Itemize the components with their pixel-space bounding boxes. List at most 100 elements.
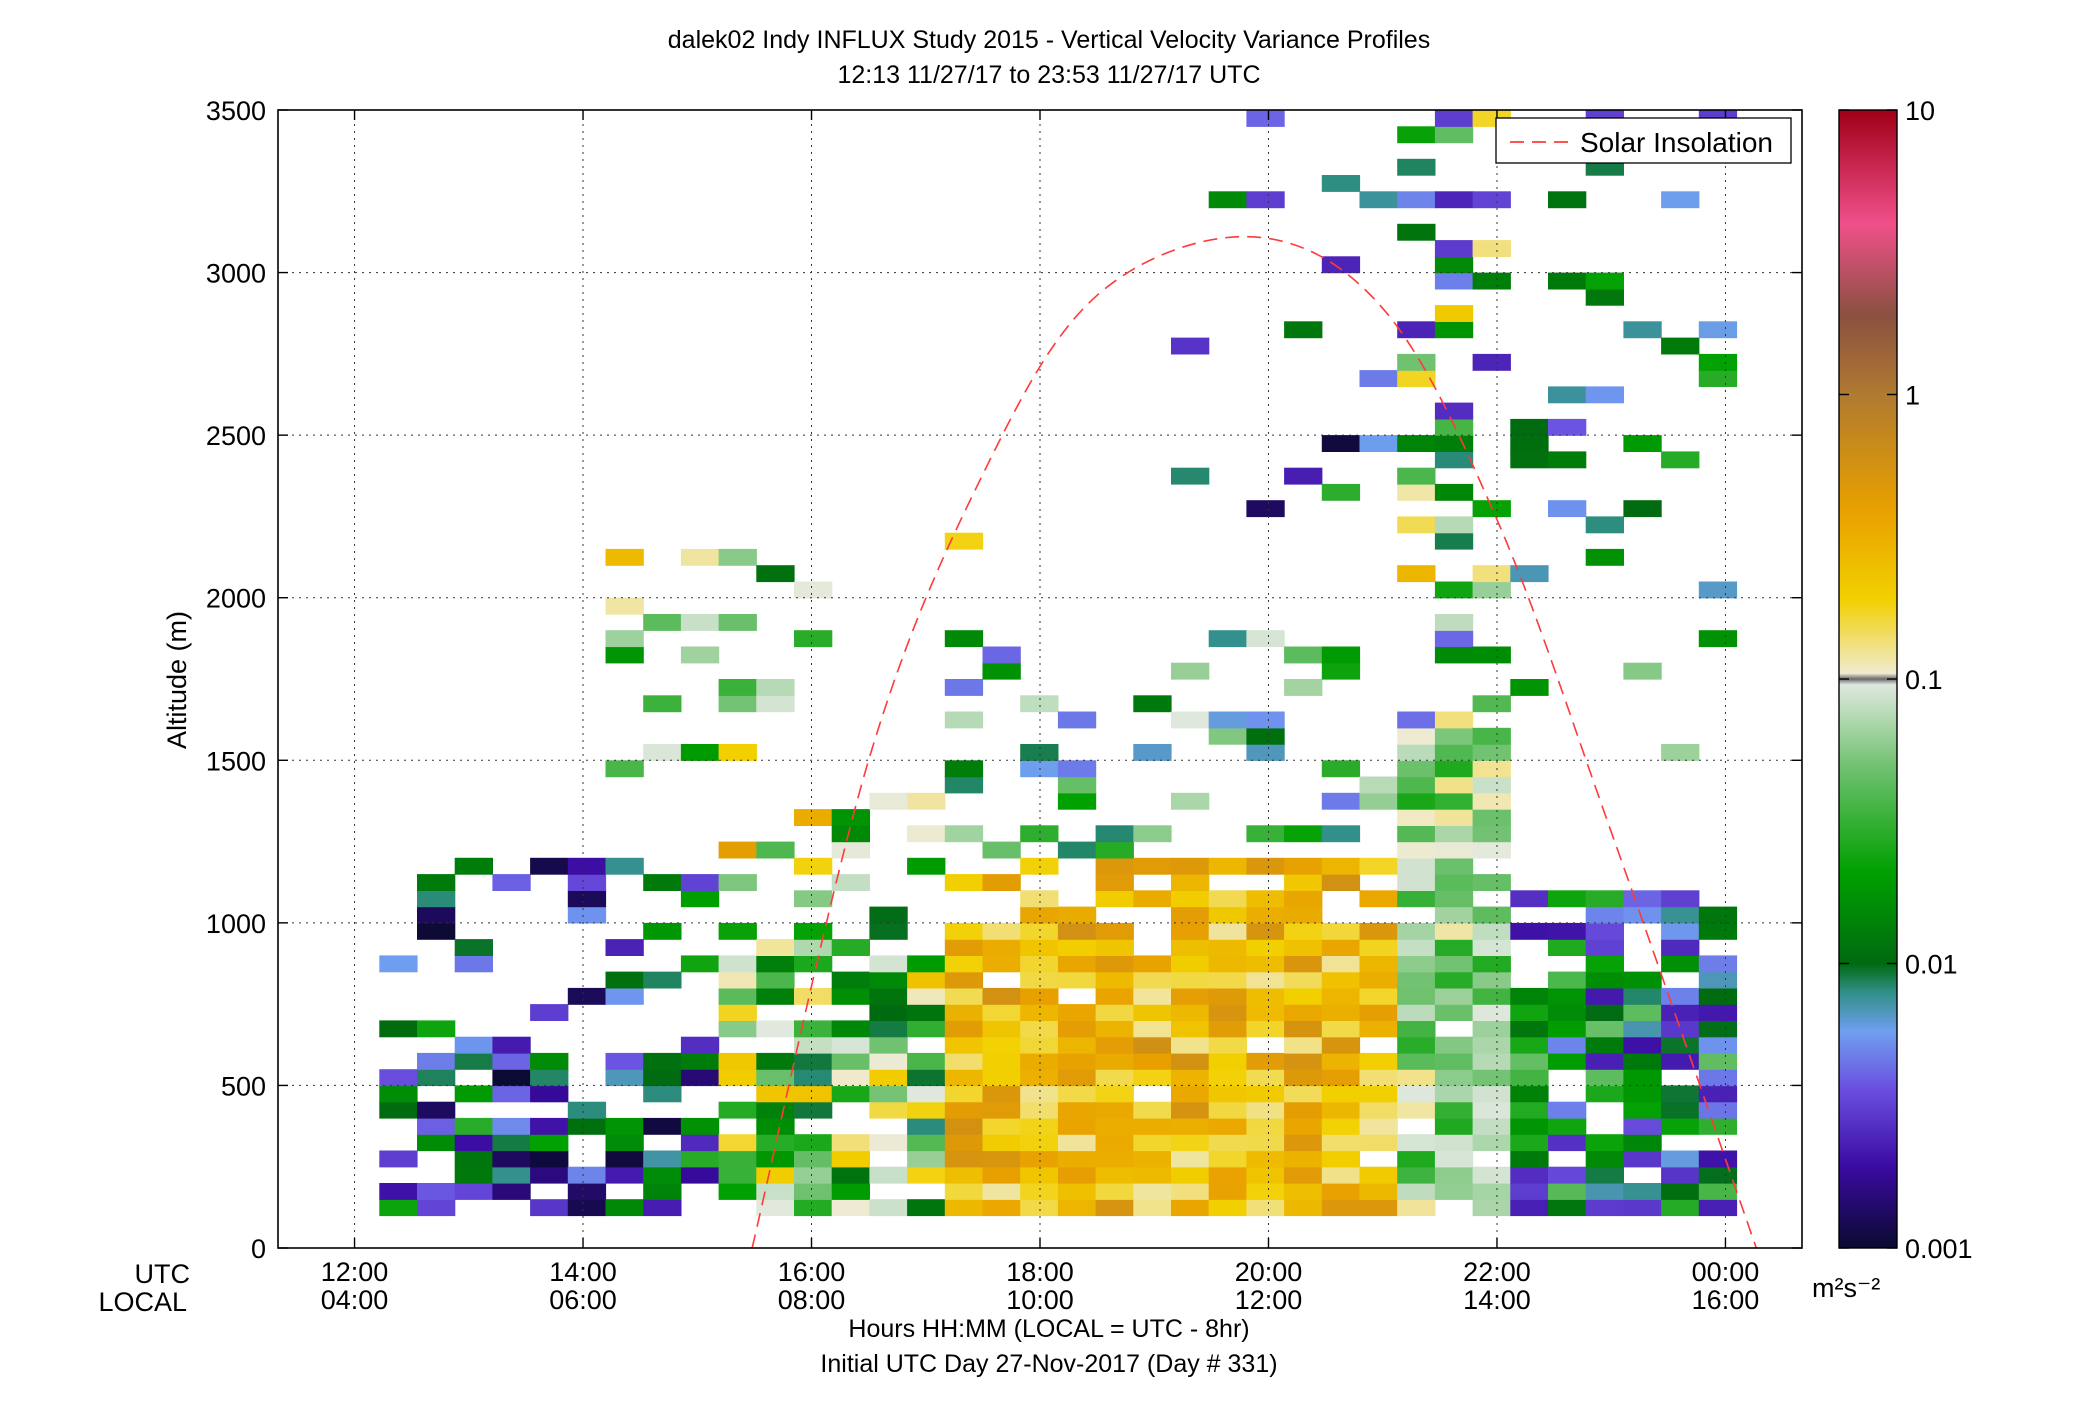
variance-cell xyxy=(944,1020,984,1038)
variance-cell xyxy=(1397,1085,1436,1103)
variance-cell xyxy=(1095,971,1134,989)
variance-cell xyxy=(1020,890,1059,908)
variance-cell xyxy=(417,1101,456,1119)
variance-cell xyxy=(869,1052,908,1070)
variance-cell xyxy=(1246,1004,1285,1021)
variance-cell xyxy=(1585,386,1624,404)
y-axis-label: Altitude (m) xyxy=(162,611,192,749)
variance-cell xyxy=(1246,857,1285,875)
y-tick-label: 3500 xyxy=(206,96,266,126)
variance-cell xyxy=(1548,1199,1587,1217)
variance-cell xyxy=(1510,418,1549,436)
variance-cell xyxy=(492,874,531,891)
variance-cell xyxy=(1698,1020,1738,1038)
variance-cell xyxy=(869,1004,908,1021)
variance-cell xyxy=(1472,760,1511,778)
variance-cell xyxy=(1434,1069,1474,1087)
variance-cell xyxy=(1434,857,1474,875)
variance-cell xyxy=(718,548,757,566)
variance-cell xyxy=(1284,1166,1323,1184)
variance-cell xyxy=(530,1166,569,1184)
variance-cell xyxy=(1321,1150,1361,1168)
variance-cell xyxy=(1133,825,1172,843)
variance-cell xyxy=(643,971,682,989)
variance-cell xyxy=(718,1134,757,1152)
variance-cell xyxy=(1359,971,1398,989)
variance-cell xyxy=(1510,1199,1549,1217)
variance-cell xyxy=(1661,191,1700,209)
variance-cell xyxy=(718,922,757,940)
x-axis-label: Hours HH:MM (LOCAL = UTC - 8hr) xyxy=(848,1315,1250,1343)
variance-cell xyxy=(718,1183,757,1200)
variance-cell xyxy=(1434,646,1474,664)
variance-cell xyxy=(1095,841,1134,859)
variance-cell xyxy=(417,1117,456,1135)
variance-cell xyxy=(831,1020,870,1038)
variance-cell xyxy=(831,874,870,891)
variance-cell xyxy=(1397,841,1436,859)
variance-cell xyxy=(1548,272,1587,290)
variance-cell xyxy=(1208,955,1247,973)
variance-cell xyxy=(567,1101,607,1119)
variance-cell xyxy=(756,1085,795,1103)
variance-cell xyxy=(1133,1199,1172,1217)
variance-cell xyxy=(1171,939,1210,956)
variance-cell xyxy=(1246,711,1285,729)
variance-cell xyxy=(1171,337,1210,355)
variance-cell xyxy=(1284,1150,1323,1168)
variance-cell xyxy=(1171,1199,1210,1217)
variance-cell xyxy=(794,581,833,599)
variance-cell xyxy=(1284,679,1323,696)
solar-insolation-curve xyxy=(751,235,1758,1248)
variance-cell xyxy=(1246,1020,1285,1038)
variance-cell xyxy=(1321,1166,1361,1184)
variance-cell xyxy=(1246,1085,1285,1103)
variance-cell xyxy=(1321,1020,1361,1038)
variance-cell xyxy=(982,1117,1021,1135)
variance-cell xyxy=(680,1150,720,1168)
variance-cell xyxy=(1133,1166,1172,1184)
variance-cell xyxy=(1246,1199,1285,1217)
variance-cell xyxy=(869,1069,908,1087)
variance-cell xyxy=(1321,483,1361,501)
variance-cell xyxy=(1020,760,1059,778)
variance-cell xyxy=(1095,1199,1134,1217)
variance-cell xyxy=(1510,1117,1549,1135)
variance-cell xyxy=(417,922,456,940)
variance-cell xyxy=(1359,435,1398,452)
variance-cell xyxy=(1321,435,1361,452)
variance-cell xyxy=(1472,1052,1511,1070)
variance-cell xyxy=(1171,467,1210,485)
variance-cell xyxy=(1359,1052,1398,1070)
variance-cell xyxy=(1397,353,1436,371)
variance-cell xyxy=(417,890,456,908)
variance-cell xyxy=(1434,874,1474,891)
variance-cell xyxy=(756,1052,795,1070)
variance-cell xyxy=(1698,1150,1738,1168)
variance-cell xyxy=(831,1052,870,1070)
variance-cell xyxy=(1623,1134,1662,1152)
variance-cell xyxy=(982,1020,1021,1038)
variance-cell xyxy=(454,1036,493,1054)
variance-cell xyxy=(1434,971,1474,989)
variance-cell xyxy=(869,987,908,1005)
variance-cell xyxy=(756,679,795,696)
variance-cell xyxy=(1434,792,1474,810)
variance-cell xyxy=(1246,971,1285,989)
variance-cell xyxy=(869,971,908,989)
legend: Solar Insolation xyxy=(1495,117,1792,164)
variance-cell xyxy=(1472,792,1511,810)
variance-cell xyxy=(379,1150,418,1168)
x-tick-label-local: 04:00 xyxy=(321,1285,389,1315)
variance-cell xyxy=(869,906,908,924)
variance-cell xyxy=(1472,1004,1511,1021)
variance-cell xyxy=(718,1166,757,1184)
variance-cell xyxy=(1020,1085,1059,1103)
y-tick-label: 1000 xyxy=(206,909,266,939)
variance-cell xyxy=(1397,1052,1436,1070)
variance-cell xyxy=(1434,809,1474,826)
variance-cell xyxy=(1057,1101,1097,1119)
variance-cell xyxy=(1623,1183,1662,1200)
variance-cell xyxy=(1510,435,1549,452)
utc-row-label: UTC xyxy=(135,1259,191,1289)
